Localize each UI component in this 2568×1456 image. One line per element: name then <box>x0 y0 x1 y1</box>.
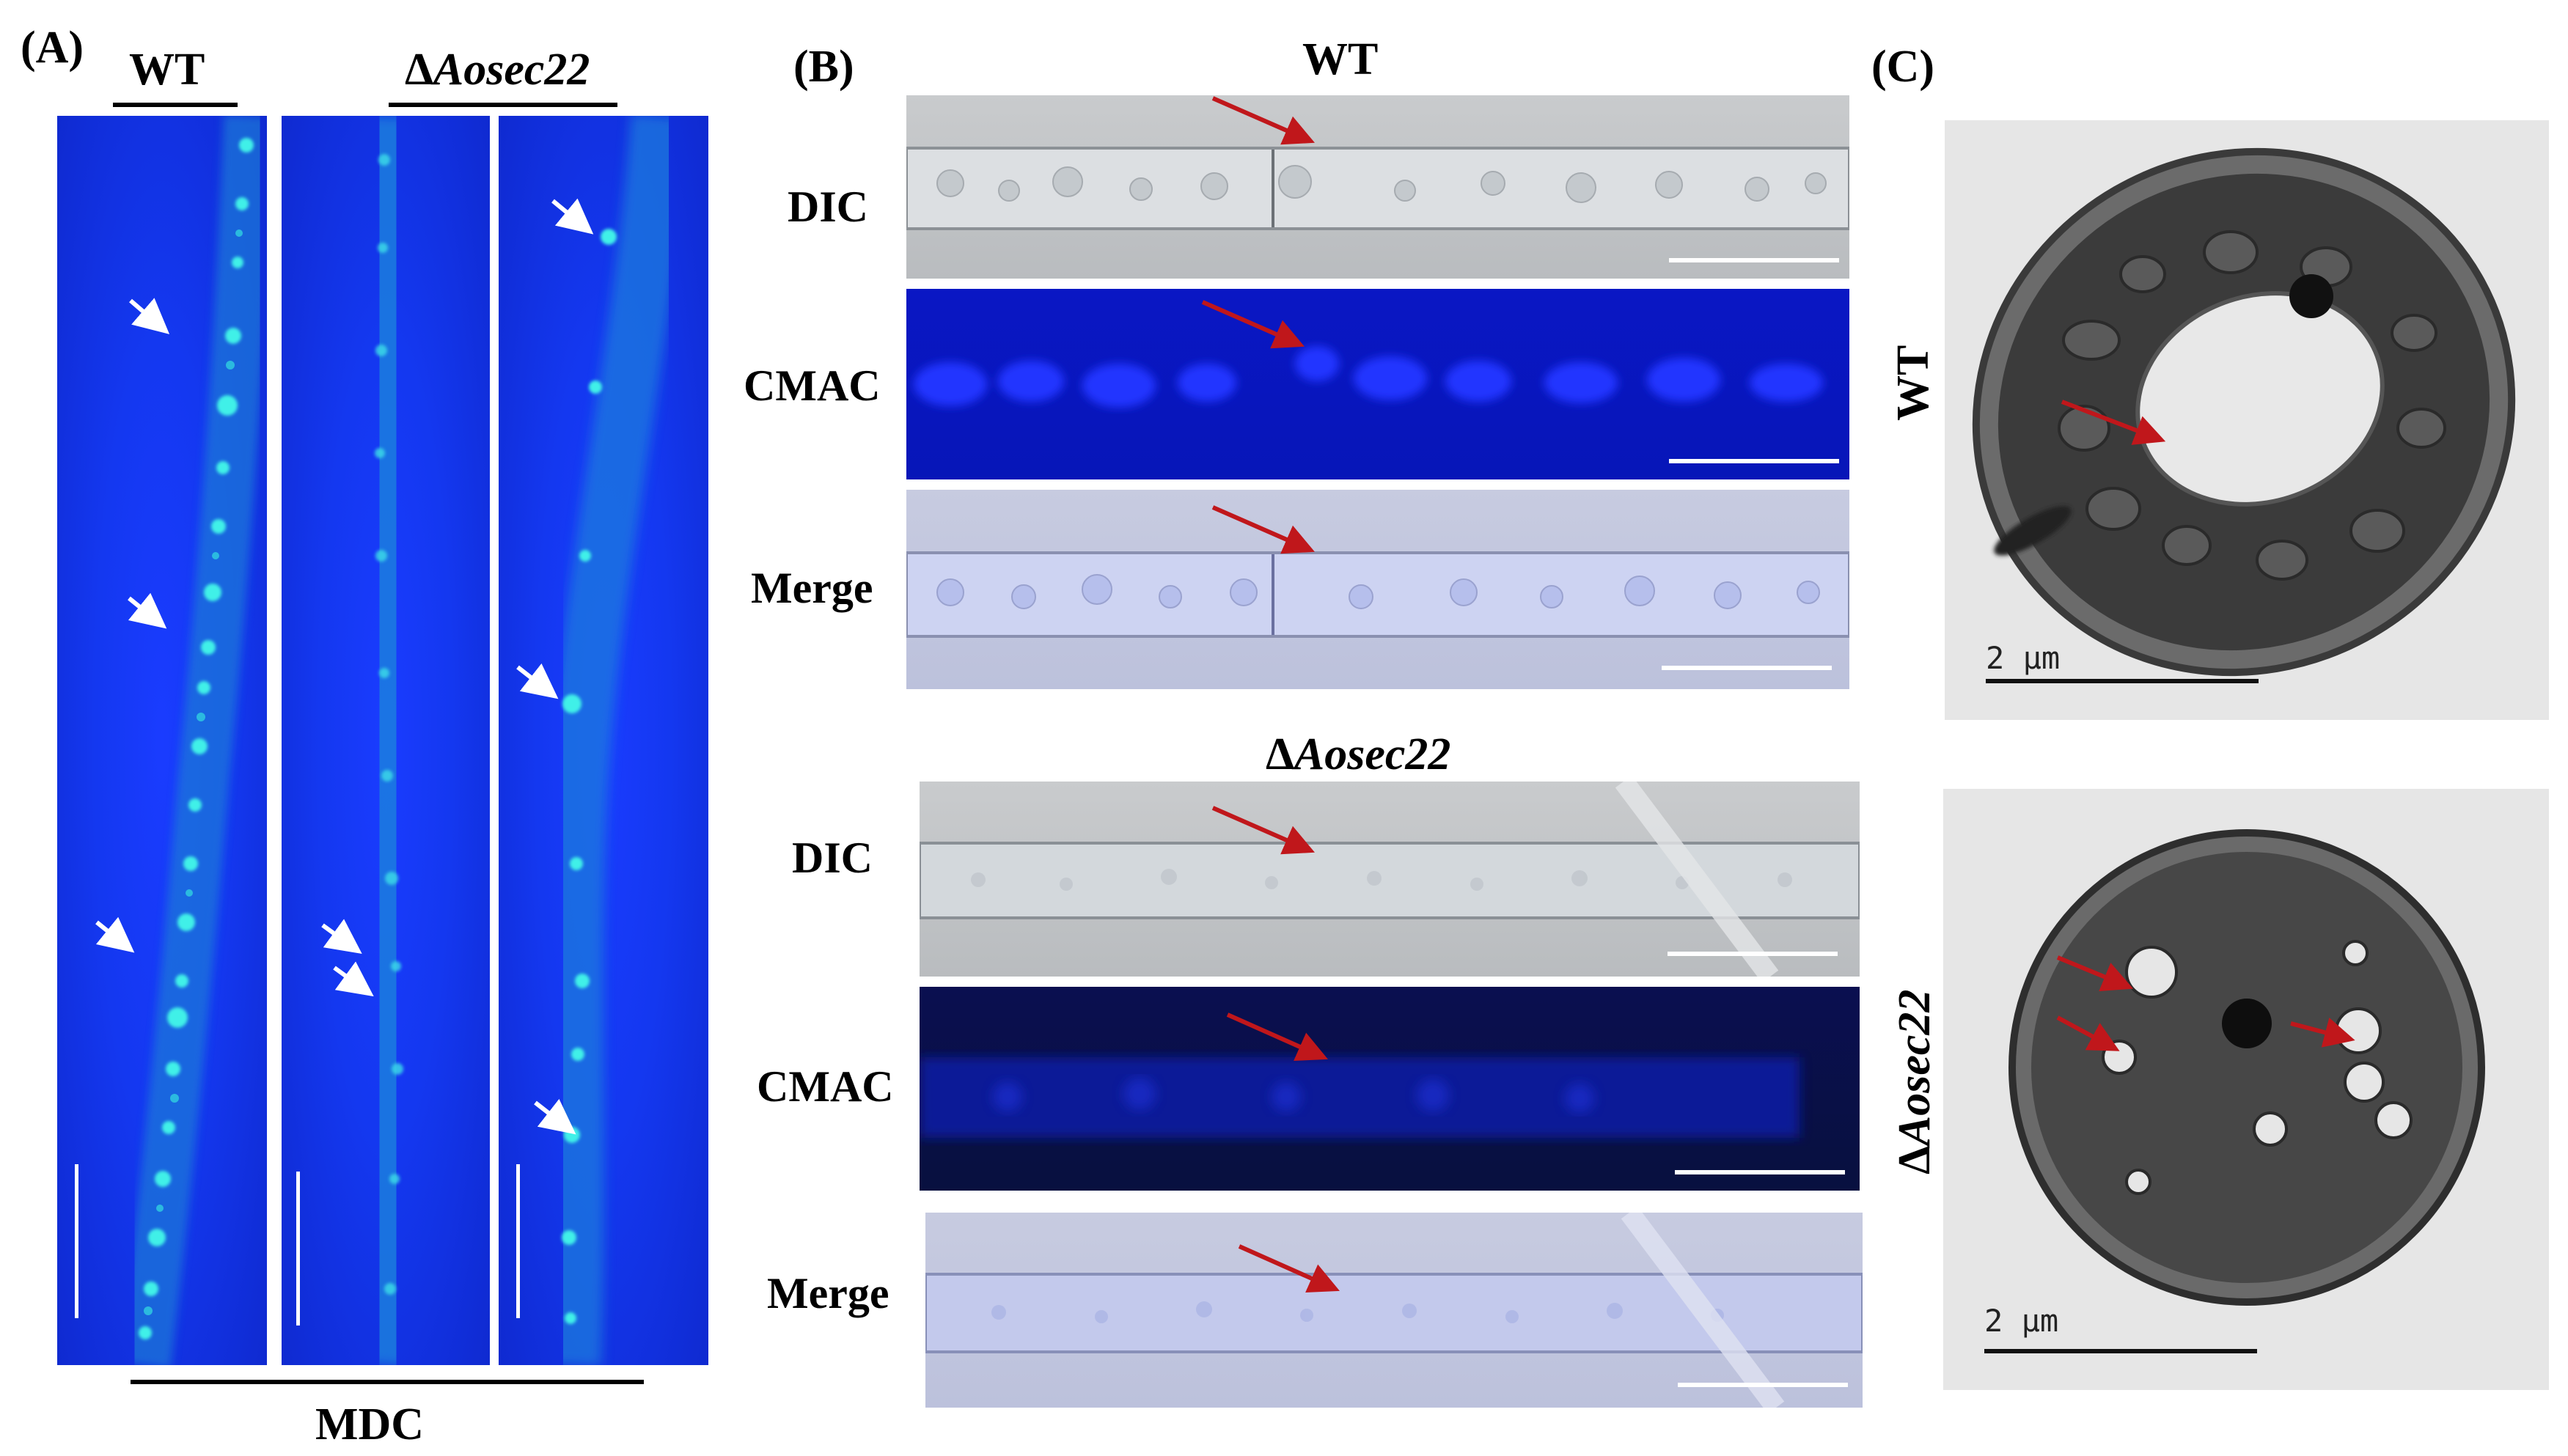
white-arrow-icon <box>321 919 362 955</box>
mdc-hypha-mutant-1 <box>296 116 425 1365</box>
mdc-image-mutant-1 <box>282 116 490 1365</box>
tem-cell-wt: 2 μm <box>1972 147 2516 683</box>
panel-c-wt-label: WT <box>1888 345 1938 421</box>
hypha-cmac-mutant <box>920 1057 1845 1174</box>
white-arrow-icon <box>128 592 167 629</box>
wt-dic-image <box>906 95 1849 279</box>
hypha-dic-wt <box>906 147 1849 262</box>
mutant-merge-image <box>925 1213 1863 1408</box>
scale-bar-label-mutant: 2 μm <box>1984 1303 2058 1339</box>
hypha-cmac-wt <box>914 346 1839 463</box>
tem-image-mutant: 2 μm <box>1943 789 2549 1390</box>
panel-a-mutant-label: ΔAosec22 <box>405 44 590 96</box>
panel-a-mutant-bar <box>389 103 617 107</box>
mutant-name: Aosec22 <box>1890 989 1940 1147</box>
white-arrow-icon <box>534 1098 576 1135</box>
row-label-cmac-mutant: CMAC <box>757 1062 894 1111</box>
row-label-cmac: CMAC <box>744 361 881 410</box>
delta-symbol: Δ <box>1890 1146 1940 1174</box>
panel-c-label: (C) <box>1871 42 1935 92</box>
panel-a-arrows <box>95 198 594 1135</box>
white-arrow-icon <box>516 663 559 699</box>
tem-image-wt: 2 μm <box>1945 120 2549 720</box>
delta-symbol: Δ <box>1266 729 1294 779</box>
white-arrow-icon <box>129 298 170 334</box>
mdc-image-mutant-2 <box>499 116 708 1365</box>
panel-b-label: (B) <box>793 42 854 92</box>
row-label-merge-mutant: Merge <box>767 1269 889 1317</box>
panel-a-wt-label: WT <box>129 45 205 95</box>
white-arrow-icon <box>333 961 374 997</box>
panel-c-mutant-label: ΔAosec22 <box>1889 990 1941 1174</box>
row-label-dic-mutant: DIC <box>792 834 873 882</box>
mutant-dic-image <box>920 782 1860 977</box>
panel-b-wt-label: WT <box>1302 34 1379 84</box>
mdc-hypha-wt <box>75 116 267 1365</box>
wt-cmac-image <box>906 289 1849 479</box>
hypha-merge-wt <box>906 551 1849 670</box>
mdc-hypha-mutant-2 <box>516 116 689 1365</box>
white-arrow-icon <box>551 198 594 235</box>
delta-symbol: Δ <box>405 45 433 95</box>
panel-a-label: (A) <box>21 23 84 73</box>
hypha-merge-mutant <box>925 1213 1863 1408</box>
row-label-merge: Merge <box>751 564 873 612</box>
white-arrow-icon <box>95 916 135 953</box>
mutant-name: Aosec22 <box>433 45 590 95</box>
scale-bar-label-wt: 2 μm <box>1986 640 2060 676</box>
hypha-dic-mutant <box>920 782 1860 977</box>
mutant-name: Aosec22 <box>1294 729 1451 779</box>
panel-a-wt-bar <box>113 103 238 107</box>
row-label-dic: DIC <box>788 183 869 231</box>
wt-merge-image <box>906 490 1849 689</box>
panel-b-mutant-label: ΔAosec22 <box>1266 729 1450 781</box>
panel-a-mdc-label: MDC <box>315 1400 425 1449</box>
tem-cell-mutant: 2 μm <box>1984 829 2485 1353</box>
mutant-cmac-image <box>920 987 1860 1191</box>
panel-a-mdc-bar <box>131 1380 644 1384</box>
